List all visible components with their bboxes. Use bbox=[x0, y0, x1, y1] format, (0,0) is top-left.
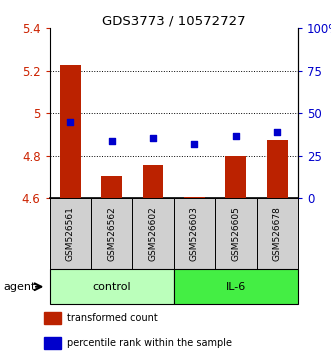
Point bbox=[109, 138, 115, 144]
Bar bbox=[257, 198, 298, 269]
Text: percentile rank within the sample: percentile rank within the sample bbox=[67, 338, 232, 348]
Bar bbox=[143, 165, 164, 198]
Bar bbox=[44, 337, 61, 349]
Bar bbox=[215, 198, 257, 269]
Text: GSM526561: GSM526561 bbox=[66, 206, 75, 261]
Bar bbox=[267, 140, 288, 198]
Text: control: control bbox=[92, 282, 131, 292]
Point bbox=[150, 135, 156, 141]
Point bbox=[233, 133, 238, 138]
Text: agent: agent bbox=[3, 282, 36, 292]
Title: GDS3773 / 10572727: GDS3773 / 10572727 bbox=[102, 14, 246, 27]
Bar bbox=[184, 197, 205, 198]
Bar bbox=[174, 269, 298, 304]
Point bbox=[274, 130, 280, 135]
Bar bbox=[50, 198, 91, 269]
Bar bbox=[50, 269, 174, 304]
Bar bbox=[91, 198, 132, 269]
Text: GSM526603: GSM526603 bbox=[190, 206, 199, 261]
Text: IL-6: IL-6 bbox=[226, 282, 246, 292]
Bar bbox=[60, 65, 81, 198]
Bar bbox=[225, 156, 246, 198]
Text: GSM526602: GSM526602 bbox=[149, 206, 158, 261]
Bar bbox=[132, 198, 174, 269]
Point bbox=[68, 119, 73, 125]
Text: GSM526678: GSM526678 bbox=[273, 206, 282, 261]
Bar bbox=[44, 312, 61, 324]
Text: transformed count: transformed count bbox=[67, 313, 158, 323]
Text: GSM526562: GSM526562 bbox=[107, 206, 116, 261]
Bar bbox=[101, 176, 122, 198]
Bar bbox=[174, 198, 215, 269]
Point bbox=[192, 141, 197, 147]
Text: GSM526605: GSM526605 bbox=[231, 206, 240, 261]
